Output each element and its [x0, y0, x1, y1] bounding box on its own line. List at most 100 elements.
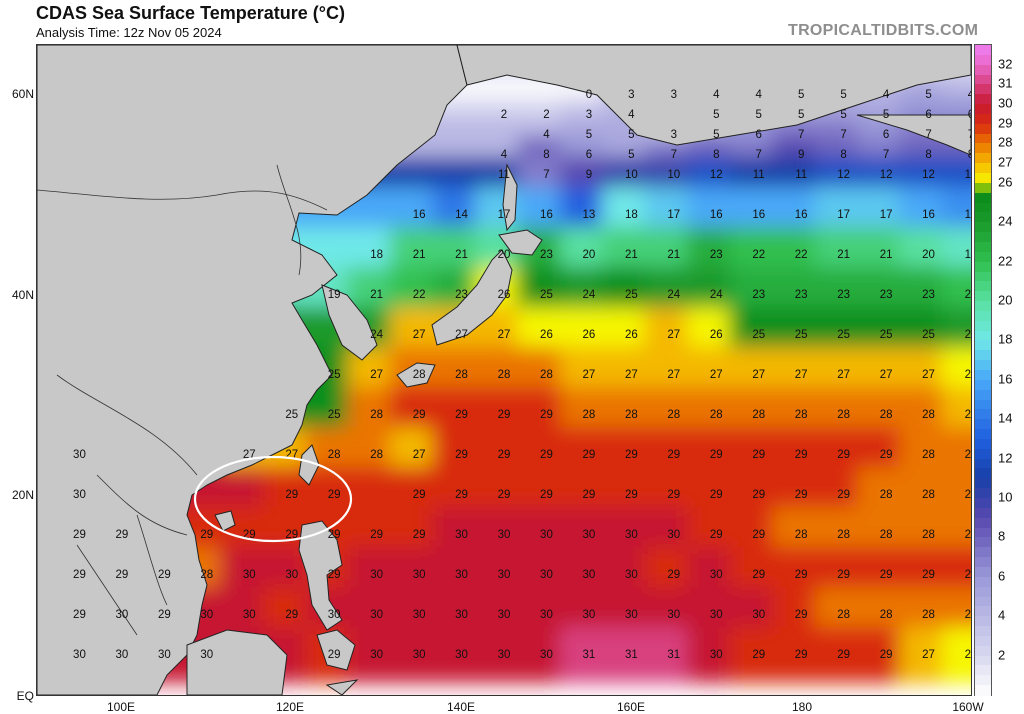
sst-value: 30 — [116, 649, 129, 661]
sst-value: 30 — [370, 609, 383, 621]
sst-value: 30 — [540, 529, 553, 541]
sst-value: 30 — [540, 609, 553, 621]
colorbar-segment — [975, 507, 991, 519]
sst-value: 29 — [455, 449, 468, 461]
sst-value: 21 — [667, 249, 680, 261]
sst-value: 29 — [752, 529, 765, 541]
sst-value: 7 — [671, 149, 677, 161]
sst-value: 23 — [795, 289, 808, 301]
colorbar-segment — [975, 685, 991, 696]
sst-value: 30 — [413, 649, 426, 661]
sst-value: 30 — [667, 609, 680, 621]
sst-value: 26 — [625, 329, 638, 341]
colorbar-segment — [975, 429, 991, 440]
sst-value: 27 — [498, 329, 511, 341]
hokkaido — [498, 229, 543, 256]
borders — [37, 164, 328, 636]
sst-value: 29 — [880, 449, 893, 461]
sst-value: 25 — [328, 369, 341, 381]
sst-value: 27 — [625, 369, 638, 381]
sst-value: 28 — [965, 609, 971, 621]
colorbar-tick-label: 27 — [998, 154, 1013, 170]
sst-value: 23 — [922, 289, 935, 301]
sst-value: 29 — [116, 529, 129, 541]
sst-value: 27 — [837, 369, 850, 381]
colorbar-segment — [975, 54, 991, 66]
sst-value: 28 — [200, 569, 213, 581]
sst-value: 6 — [586, 149, 592, 161]
sst-value: 22 — [965, 289, 971, 301]
source-credit: TROPICALTIDBITS.COM — [788, 22, 979, 39]
sst-value: 30 — [710, 649, 723, 661]
temperature-colorbar — [974, 44, 992, 696]
sulawesi-north — [325, 679, 359, 695]
sst-value: 8 — [543, 149, 549, 161]
colorbar-segment — [975, 202, 991, 213]
colorbar-segment — [975, 281, 991, 292]
colorbar-tick-label: 10 — [998, 489, 1013, 505]
sst-value: 28 — [540, 369, 553, 381]
colorbar-tick-label: 32 — [998, 56, 1013, 72]
colorbar-tick-label: 2 — [998, 647, 1006, 663]
sst-value: 5 — [840, 89, 846, 101]
colorbar-segment — [975, 143, 991, 154]
sst-value: 29 — [328, 529, 341, 541]
sst-value: 30 — [73, 489, 86, 501]
sst-value: 30 — [498, 529, 511, 541]
sst-value: 12 — [710, 169, 723, 181]
sst-value: 5 — [586, 129, 592, 141]
sst-value: 29 — [158, 609, 171, 621]
sst-value: 21 — [455, 249, 468, 261]
sst-value: 30 — [370, 569, 383, 581]
sst-value: 5 — [840, 109, 846, 121]
sst-value: 28 — [965, 489, 971, 501]
sst-value: 19 — [328, 289, 341, 301]
sst-value: 29 — [752, 649, 765, 661]
sst-value: 20 — [583, 249, 596, 261]
sst-value: 27 — [710, 369, 723, 381]
colorbar-tick-label: 16 — [998, 371, 1013, 387]
sst-value: 29 — [837, 649, 850, 661]
sst-value: 22 — [752, 249, 765, 261]
sst-value: 24 — [370, 329, 383, 341]
sst-value: 21 — [413, 249, 426, 261]
sst-value: 29 — [667, 569, 680, 581]
sst-value: 5 — [798, 89, 804, 101]
sst-map[interactable]: 0334455454223455555664553567767748657879… — [36, 44, 972, 696]
sst-value: 26 — [498, 289, 511, 301]
sst-value: 28 — [710, 409, 723, 421]
sst-value: 31 — [667, 649, 680, 661]
sst-value: 23 — [455, 289, 468, 301]
colorbar-segment — [975, 182, 991, 194]
sst-value: 29 — [540, 489, 553, 501]
sst-value: 7 — [883, 149, 889, 161]
colorbar-tick-label: 28 — [998, 134, 1013, 150]
sst-value: 17 — [880, 209, 893, 221]
sst-value: 16 — [540, 209, 553, 221]
sst-value: 25 — [837, 329, 850, 341]
colorbar-segment — [975, 74, 991, 85]
sst-value: 29 — [285, 489, 298, 501]
colorbar-segment — [975, 251, 991, 263]
sst-value: 27 — [795, 369, 808, 381]
sst-value: 27 — [455, 329, 468, 341]
colorbar-segment — [975, 301, 991, 312]
sst-value: 29 — [583, 449, 596, 461]
sst-value: 30 — [243, 569, 256, 581]
sst-value: 30 — [73, 649, 86, 661]
colorbar-tick-label: 26 — [998, 174, 1013, 190]
colorbar-segment — [975, 478, 991, 489]
lon-label-140e: 140E — [446, 700, 476, 714]
sst-value: 28 — [837, 529, 850, 541]
sst-value: 5 — [628, 129, 634, 141]
sst-value: 7 — [756, 149, 762, 161]
map-title: CDAS Sea Surface Temperature (°C) — [36, 3, 345, 23]
sst-value: 29 — [285, 529, 298, 541]
sst-value: 28 — [370, 449, 383, 461]
borneo — [186, 629, 288, 695]
lon-label-160w: 160W — [952, 700, 984, 714]
sst-value: 11 — [498, 169, 510, 181]
sst-value: 6 — [883, 129, 889, 141]
colorbar-segment — [975, 399, 991, 410]
colorbar-segment — [975, 616, 991, 627]
